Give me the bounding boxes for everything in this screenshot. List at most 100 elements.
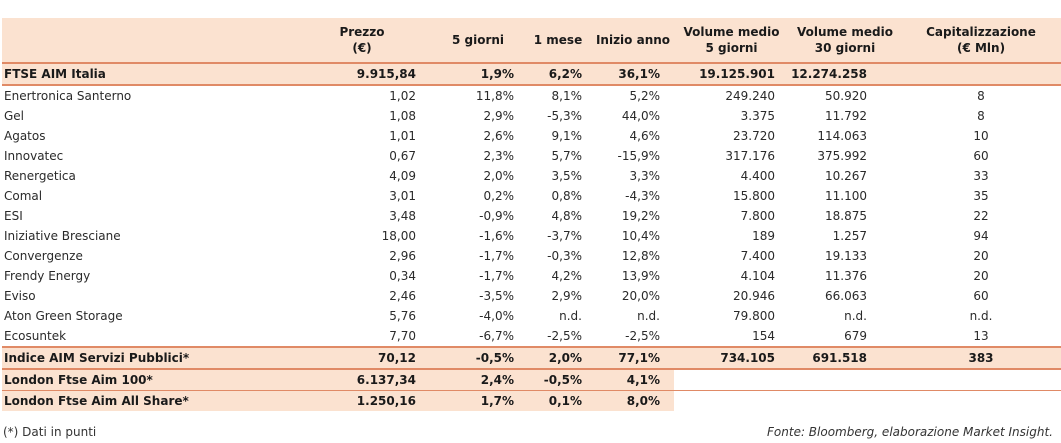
column-header-line: 5 giorni bbox=[705, 41, 758, 55]
table-row: Innovatec 0,67 2,3% 5,7% -15,9% 317.176 375.99… bbox=[2, 146, 1061, 166]
row-label: Agatos bbox=[4, 129, 46, 143]
row-value: 3,48 bbox=[389, 209, 416, 223]
row-value: 3,01 bbox=[389, 189, 416, 203]
column-header: 1 mese bbox=[524, 18, 592, 64]
table-row: Comal 3,01 0,2% 0,8% -4,3% 15.800 11.100 35 bbox=[2, 186, 1061, 206]
row-value: 383 bbox=[901, 346, 1061, 370]
row-label: Renergetica bbox=[4, 169, 76, 183]
row-value: 2,0% bbox=[524, 346, 592, 370]
row-label: Aton Green Storage bbox=[4, 309, 123, 323]
row-value: 94 bbox=[973, 229, 989, 243]
row-value: 2,6% bbox=[483, 129, 515, 143]
column-header-line: Volume medio bbox=[683, 25, 780, 39]
row-value: 2,46 bbox=[389, 289, 416, 303]
empty-cell bbox=[674, 368, 789, 391]
row-label: Comal bbox=[4, 189, 43, 203]
column-header: Volume medio 5 giorni bbox=[674, 18, 789, 64]
row-value: 23.720 bbox=[733, 129, 775, 143]
row-value: 20 bbox=[973, 249, 989, 263]
row-value: -4,0% bbox=[479, 309, 514, 323]
table-row: ESI 3,48 -0,9% 4,8% 19,2% 7.800 18.875 22 bbox=[2, 206, 1061, 226]
column-header-line: Prezzo bbox=[339, 25, 385, 39]
row-value: n.d. bbox=[844, 309, 867, 323]
row-value: 10 bbox=[973, 129, 989, 143]
row-value: 375.992 bbox=[817, 149, 867, 163]
row-value: 10.267 bbox=[825, 169, 867, 183]
row-value: 4,09 bbox=[389, 169, 416, 183]
column-header-line: Capitalizzazione bbox=[926, 25, 1036, 39]
header-row: Prezzo (€) 5 giorni 1 mese Inizio anno Volume… bbox=[2, 18, 1061, 64]
column-header-line: Volume medio bbox=[797, 25, 893, 39]
row-label: Frendy Energy bbox=[4, 269, 91, 283]
row-value: -2,5% bbox=[625, 329, 660, 343]
row-value: 66.063 bbox=[825, 289, 867, 303]
row-value: 4,6% bbox=[629, 129, 661, 143]
london-row: London Ftse Aim All Share* 1.250,16 1,7% 0,… bbox=[2, 390, 1061, 411]
row-value: 679 bbox=[844, 329, 867, 343]
row-value: 18,00 bbox=[381, 229, 416, 243]
row-value: 0,8% bbox=[551, 189, 583, 203]
row-value: 189 bbox=[752, 229, 775, 243]
row-value: n.d. bbox=[559, 309, 582, 323]
column-header-line: Inizio anno bbox=[595, 33, 671, 47]
row-value: 60 bbox=[973, 149, 989, 163]
column-header-line: 1 mese bbox=[533, 33, 583, 47]
row-value: 4.400 bbox=[740, 169, 775, 183]
servizi-index-row: Indice AIM Servizi Pubblici* 70,12 -0,5% 2,… bbox=[2, 346, 1061, 370]
row-value: 154 bbox=[752, 329, 775, 343]
row-value: 3,3% bbox=[629, 169, 661, 183]
row-value: 9.915,84 bbox=[292, 62, 432, 86]
column-header: Capitalizzazione (€ Mln) bbox=[901, 18, 1061, 64]
row-value: 12,8% bbox=[621, 249, 660, 263]
row-value: 13 bbox=[973, 329, 989, 343]
row-label: London Ftse Aim All Share* bbox=[2, 390, 292, 411]
row-value: 4,2% bbox=[551, 269, 583, 283]
row-value: 5,2% bbox=[629, 89, 661, 103]
row-value: 77,1% bbox=[592, 346, 674, 370]
row-value: -0,9% bbox=[479, 209, 514, 223]
row-value: 8,1% bbox=[551, 89, 583, 103]
table-row: Convergenze 2,96 -1,7% -0,3% 12,8% 7.400 19.13… bbox=[2, 246, 1061, 266]
empty-cell bbox=[901, 368, 1061, 391]
row-value bbox=[901, 62, 1061, 86]
row-label: Innovatec bbox=[4, 149, 64, 163]
row-value: 1,02 bbox=[389, 89, 416, 103]
empty-cell bbox=[674, 390, 789, 411]
row-value: 33 bbox=[973, 169, 989, 183]
row-value: 2,4% bbox=[432, 368, 524, 391]
market-table: Prezzo (€) 5 giorni 1 mese Inizio anno Volume… bbox=[2, 18, 1061, 411]
row-value: 44,0% bbox=[621, 109, 660, 123]
row-value: 20.946 bbox=[733, 289, 775, 303]
table-row: Eviso 2,46 -3,5% 2,9% 20,0% 20.946 66.063 60 bbox=[2, 286, 1061, 306]
row-value: 19.125.901 bbox=[674, 62, 789, 86]
row-value: 9,1% bbox=[551, 129, 583, 143]
row-value: 1,7% bbox=[432, 390, 524, 411]
row-value: 2,9% bbox=[551, 289, 583, 303]
row-value: 50.920 bbox=[825, 89, 867, 103]
column-header: 5 giorni bbox=[432, 18, 524, 64]
row-value: -0,3% bbox=[547, 249, 582, 263]
row-value: 18.875 bbox=[825, 209, 867, 223]
row-value: n.d. bbox=[969, 309, 993, 323]
column-header bbox=[2, 18, 292, 64]
row-value: 8 bbox=[977, 89, 985, 103]
column-header: Inizio anno bbox=[592, 18, 674, 64]
row-value: 249.240 bbox=[725, 89, 775, 103]
row-value: 20 bbox=[973, 269, 989, 283]
row-value: 3,5% bbox=[551, 169, 583, 183]
row-value: 2,3% bbox=[483, 149, 515, 163]
row-value: 11,8% bbox=[475, 89, 514, 103]
row-value: 0,34 bbox=[389, 269, 416, 283]
row-value: 10,4% bbox=[621, 229, 660, 243]
table-row: Frendy Energy 0,34 -1,7% 4,2% 13,9% 4.104 11.3… bbox=[2, 266, 1061, 286]
column-header: Prezzo (€) bbox=[292, 18, 432, 64]
row-value: -1,6% bbox=[479, 229, 514, 243]
row-value: 1,9% bbox=[432, 62, 524, 86]
row-value: 691.518 bbox=[789, 346, 901, 370]
row-label: Indice AIM Servizi Pubblici* bbox=[2, 346, 292, 370]
column-header-line: 30 giorni bbox=[814, 41, 876, 55]
source-note: Fonte: Bloomberg, elaborazione Market In… bbox=[767, 425, 1053, 439]
column-header-line: 5 giorni bbox=[451, 33, 505, 47]
row-value: 1.257 bbox=[832, 229, 867, 243]
row-value: 36,1% bbox=[592, 62, 674, 86]
